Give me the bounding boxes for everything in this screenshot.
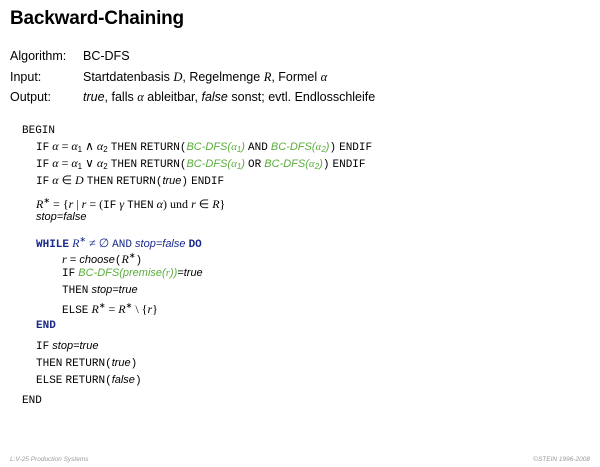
code-line-in: IF α ∈ D THEN RETURN(true) ENDIF — [36, 173, 225, 188]
code-end: END — [22, 395, 42, 407]
code-end-while: END — [36, 320, 56, 332]
code-rstar-def: R∗ = {r | r = (IF γ THEN α) und r ∈ R} — [36, 196, 226, 212]
output-value: true, falls α ableitbar, false sonst; ev… — [83, 90, 376, 104]
code-then-return-true: THEN RETURN(true) — [36, 357, 138, 370]
code-while: WHILE R∗ ≠ ∅ AND stop=false DO — [36, 235, 202, 251]
code-if-stop: IF stop=true — [36, 340, 99, 353]
algorithm-value: BC-DFS — [83, 49, 130, 63]
code-then-stop: THEN stop=true — [62, 284, 138, 297]
input-value: Startdatenbasis D, Regelmenge R, Formel … — [83, 70, 328, 84]
code-begin: BEGIN — [22, 125, 56, 137]
code-if-premise: IF BC-DFS(premise(r))=true — [62, 267, 203, 280]
code-else-return-false: ELSE RETURN(false) — [36, 374, 142, 387]
output-label: Output: — [10, 90, 51, 104]
input-label: Input: — [10, 70, 42, 84]
code-choose: r = choose(R∗) — [62, 251, 143, 267]
footer-slide-id: L:V-25 Production Systems — [10, 456, 89, 463]
code-stop-init: stop=false — [36, 211, 87, 223]
code-line-and: IF α = α1 ∧ α2 THEN RETURN(BC-DFS(α1) AN… — [36, 139, 373, 154]
algorithm-label: Algorithm: — [10, 49, 67, 63]
code-else-remove: ELSE R∗ = R∗ \ {r} — [62, 301, 158, 317]
page-title: Backward-Chaining — [10, 8, 184, 29]
code-line-or: IF α = α1 ∨ α2 THEN RETURN(BC-DFS(α1) OR… — [36, 156, 366, 171]
footer-copyright: ©STEIN 1996-2008 — [533, 456, 590, 463]
